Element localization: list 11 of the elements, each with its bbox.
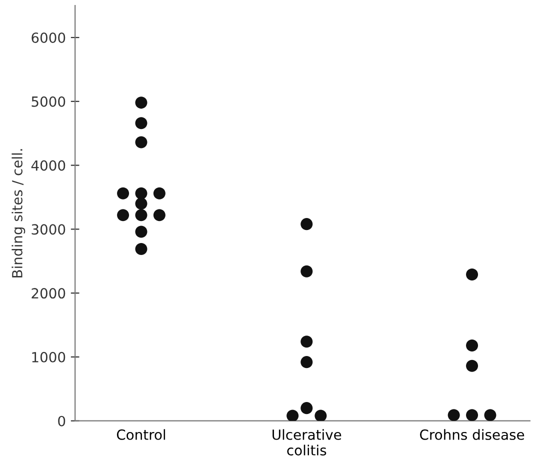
x-tick-label: Control [116, 429, 166, 440]
y-tick-label: 0 [58, 416, 66, 426]
x-tick-label: Ulcerative colitis [272, 429, 342, 456]
y-tick-label: 5000 [32, 96, 66, 107]
y-tick-label: 6000 [32, 32, 66, 43]
y-tick-label: 2000 [32, 288, 66, 299]
y-axis-title: Binding sites / cell. [12, 149, 26, 278]
y-tick-label: 3000 [32, 224, 66, 235]
x-tick-label: Crohns disease [420, 429, 524, 440]
y-tick-label: 1000 [32, 352, 66, 362]
y-tick-label: 4000 [31, 160, 66, 171]
